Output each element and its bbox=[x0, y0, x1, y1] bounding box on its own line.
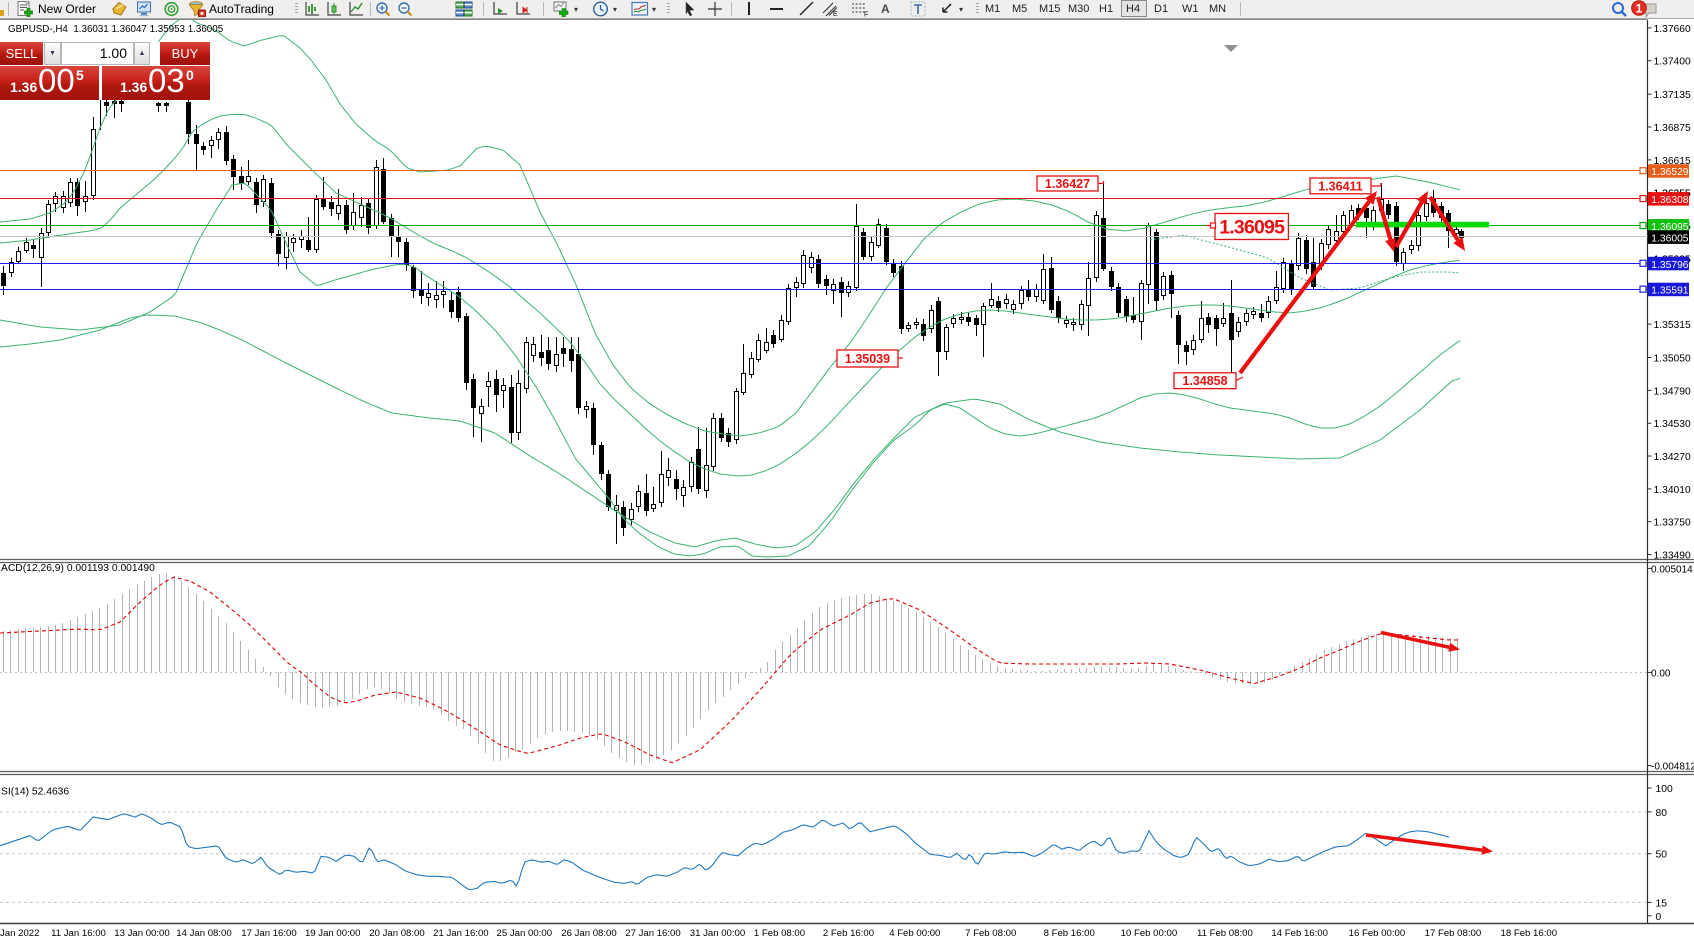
svg-text:14 Feb 16:00: 14 Feb 16:00 bbox=[1271, 928, 1328, 939]
svg-text:0: 0 bbox=[1656, 912, 1662, 923]
svg-text:1.36411: 1.36411 bbox=[1318, 179, 1363, 193]
svg-text:17 Feb 08:00: 17 Feb 08:00 bbox=[1425, 928, 1482, 939]
svg-text:Jan 2022: Jan 2022 bbox=[0, 928, 39, 939]
svg-text:1.34270: 1.34270 bbox=[1654, 452, 1691, 463]
svg-text:1.36005: 1.36005 bbox=[1651, 233, 1688, 244]
svg-text:20 Jan 08:00: 20 Jan 08:00 bbox=[369, 928, 424, 939]
svg-text:50: 50 bbox=[1656, 850, 1668, 861]
svg-text:14 Jan 08:00: 14 Jan 08:00 bbox=[176, 928, 231, 939]
svg-text:1.36095: 1.36095 bbox=[1651, 222, 1688, 233]
svg-text:1 Feb 08:00: 1 Feb 08:00 bbox=[754, 928, 805, 939]
svg-text:17 Jan 16:00: 17 Jan 16:00 bbox=[241, 928, 296, 939]
svg-text:1.35796: 1.35796 bbox=[1651, 260, 1688, 271]
svg-text:1.37660: 1.37660 bbox=[1654, 24, 1691, 35]
svg-text:1.35050: 1.35050 bbox=[1654, 354, 1691, 365]
svg-text:ACD(12,26,9) 0.001193 0.001490: ACD(12,26,9) 0.001193 0.001490 bbox=[1, 563, 155, 574]
svg-text:1.35591: 1.35591 bbox=[1651, 286, 1688, 297]
svg-text:19 Jan 00:00: 19 Jan 00:00 bbox=[305, 928, 360, 939]
svg-text:16 Feb 00:00: 16 Feb 00:00 bbox=[1349, 928, 1406, 939]
svg-text:100: 100 bbox=[1656, 784, 1673, 795]
svg-text:0.00: 0.00 bbox=[1651, 668, 1671, 679]
svg-text:13 Jan 00:00: 13 Jan 00:00 bbox=[114, 928, 169, 939]
svg-text:1.33490: 1.33490 bbox=[1654, 551, 1691, 562]
svg-text:25 Jan 00:00: 25 Jan 00:00 bbox=[497, 928, 552, 939]
svg-text:1.36615: 1.36615 bbox=[1654, 156, 1691, 167]
svg-text:1.37135: 1.37135 bbox=[1654, 90, 1691, 101]
svg-text:1.33750: 1.33750 bbox=[1654, 518, 1691, 529]
svg-text:4 Feb 00:00: 4 Feb 00:00 bbox=[889, 928, 940, 939]
svg-text:0.005014: 0.005014 bbox=[1651, 564, 1693, 575]
svg-text:E: E bbox=[833, 11, 838, 17]
svg-text:8 Feb 16:00: 8 Feb 16:00 bbox=[1044, 928, 1095, 939]
svg-text:1.34010: 1.34010 bbox=[1654, 485, 1691, 496]
svg-text:1.36875: 1.36875 bbox=[1654, 123, 1691, 134]
svg-text:1.34858: 1.34858 bbox=[1182, 374, 1227, 388]
svg-text:27 Jan 16:00: 27 Jan 16:00 bbox=[625, 928, 680, 939]
svg-text:26 Jan 08:00: 26 Jan 08:00 bbox=[561, 928, 616, 939]
svg-text:10 Feb 00:00: 10 Feb 00:00 bbox=[1121, 928, 1178, 939]
svg-text:21 Jan 16:00: 21 Jan 16:00 bbox=[433, 928, 488, 939]
svg-text:11 Jan 16:00: 11 Jan 16:00 bbox=[51, 928, 106, 939]
svg-text:80: 80 bbox=[1656, 808, 1668, 819]
svg-text:F: F bbox=[864, 12, 868, 18]
svg-text:18 Feb 16:00: 18 Feb 16:00 bbox=[1501, 928, 1558, 939]
svg-text:SI(14) 52.4636: SI(14) 52.4636 bbox=[1, 787, 69, 798]
svg-text:1: 1 bbox=[1636, 1, 1643, 15]
svg-text:11 Feb 08:00: 11 Feb 08:00 bbox=[1197, 928, 1253, 939]
svg-text:2 Feb 16:00: 2 Feb 16:00 bbox=[823, 928, 874, 939]
svg-text:1.37400: 1.37400 bbox=[1654, 57, 1691, 68]
svg-text:-0.004812: -0.004812 bbox=[1651, 762, 1694, 773]
svg-text:1.35039: 1.35039 bbox=[845, 352, 890, 366]
svg-text:15: 15 bbox=[1656, 898, 1668, 909]
svg-text:1.36095: 1.36095 bbox=[1219, 217, 1285, 239]
svg-text:1.34790: 1.34790 bbox=[1654, 386, 1691, 397]
svg-text:7 Feb 08:00: 7 Feb 08:00 bbox=[965, 928, 1016, 939]
svg-text:1.36529: 1.36529 bbox=[1651, 167, 1688, 178]
svg-text:31 Jan 00:00: 31 Jan 00:00 bbox=[690, 928, 745, 939]
svg-text:1.36308: 1.36308 bbox=[1651, 195, 1688, 206]
svg-text:1.34530: 1.34530 bbox=[1654, 419, 1691, 430]
svg-text:1.35315: 1.35315 bbox=[1654, 320, 1691, 331]
svg-text:1.36427: 1.36427 bbox=[1045, 177, 1090, 191]
